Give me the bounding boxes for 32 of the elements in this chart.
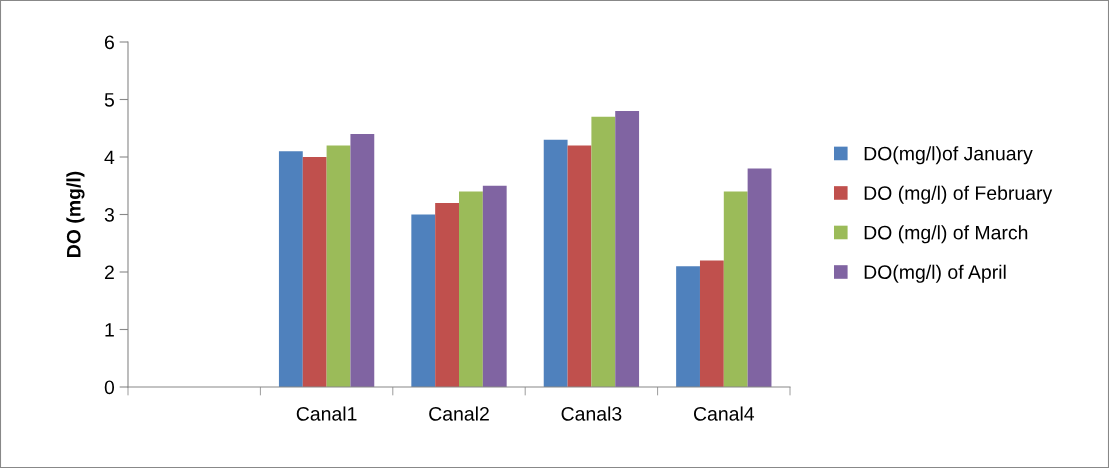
y-tick-label: 0: [104, 380, 115, 395]
legend-label: DO (mg/l) of March: [864, 225, 1028, 244]
legend-label: DO(mg/l) of April: [864, 264, 1006, 283]
bar: [302, 157, 327, 387]
y-tick-label: 2: [104, 265, 114, 280]
bar: [591, 116, 616, 387]
bar: [350, 134, 375, 387]
bar: [278, 151, 303, 387]
x-tick-label: Canal3: [561, 406, 622, 421]
y-tick-label: 3: [104, 207, 114, 222]
bar: [482, 185, 507, 387]
legend-label: DO(mg/l)of January: [864, 146, 1033, 165]
y-tick-label: 5: [104, 93, 114, 107]
bar: [676, 266, 700, 387]
bar: [435, 203, 459, 387]
bar: [326, 145, 351, 387]
bar: [543, 139, 568, 387]
bar: [699, 260, 724, 387]
y-axis-title: DO (mg/l): [66, 171, 85, 257]
y-tick-label: 4: [104, 150, 115, 165]
x-tick-label: Canal4: [693, 406, 755, 421]
x-tick-label: Canal1: [296, 406, 357, 421]
legend-label: DO (mg/l) of February: [864, 185, 1053, 204]
bar: [723, 191, 748, 387]
bar: [459, 191, 483, 387]
x-tick-label: Canal2: [429, 406, 489, 421]
bar: [411, 214, 436, 387]
y-tick-label: 1: [105, 323, 114, 337]
bar: [567, 145, 592, 387]
bar: [747, 168, 772, 387]
bar: [615, 111, 640, 387]
y-tick-label: 6: [104, 35, 114, 50]
